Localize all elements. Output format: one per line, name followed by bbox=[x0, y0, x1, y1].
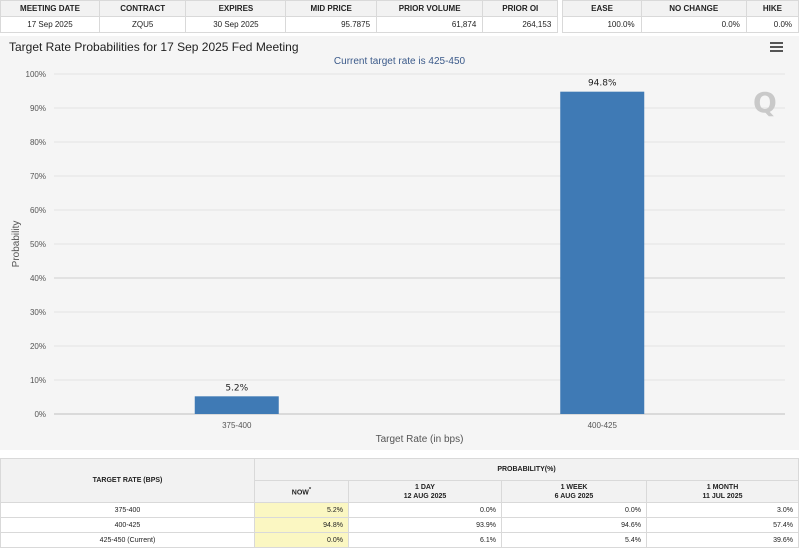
bar bbox=[560, 91, 645, 415]
cell-meeting-date: 17 Sep 2025 bbox=[0, 16, 100, 33]
cell-rate: 375-400 bbox=[0, 502, 255, 518]
header-now-label: NOW bbox=[291, 489, 309, 497]
header-1-day: 1 DAY 12 AUG 2025 bbox=[348, 480, 502, 503]
y-tick-label: 80% bbox=[30, 138, 46, 147]
header-1-week: 1 WEEK 6 AUG 2025 bbox=[501, 480, 647, 503]
header-hike: HIKE bbox=[745, 0, 799, 17]
header-contract: CONTRACT bbox=[98, 0, 187, 17]
table-gap bbox=[557, 0, 564, 17]
header-expires: EXPIRES bbox=[185, 0, 287, 17]
cell-no-change: 0.0% bbox=[640, 16, 747, 33]
cell-rate: 425-450 (Current) bbox=[0, 532, 255, 548]
header-1-month-label: 1 MONTH bbox=[706, 483, 739, 491]
cell-hike: 0.0% bbox=[745, 16, 799, 33]
table-row: 400-425 94.8% 93.9% 94.6% 57.4% bbox=[0, 517, 799, 533]
y-tick-label: 10% bbox=[30, 376, 46, 385]
header-prior-volume: PRIOR VOLUME bbox=[376, 0, 484, 17]
probability-subheader-row: NOW* 1 DAY 12 AUG 2025 1 WEEK 6 AUG 2025 1… bbox=[1, 480, 799, 503]
x-tick-label: 375-400 bbox=[222, 421, 252, 430]
chart-subtitle: Current target rate is 425-450 bbox=[333, 56, 466, 67]
probability-header-row: TARGET RATE (BPS) PROBABILITY(%) bbox=[0, 458, 799, 503]
header-ease: EASE bbox=[562, 0, 642, 17]
y-tick-label: 90% bbox=[30, 104, 46, 113]
header-mid-price: MID PRICE bbox=[285, 0, 378, 17]
table-row: 375-400 5.2% 0.0% 0.0% 3.0% bbox=[0, 502, 799, 518]
hamburger-menu-icon[interactable] bbox=[770, 42, 783, 53]
cell-1-day: 0.0% bbox=[348, 502, 502, 518]
y-tick-label: 30% bbox=[30, 308, 46, 317]
data-label: 94.8% bbox=[588, 79, 617, 89]
cell-rate: 400-425 bbox=[0, 517, 255, 533]
cell-1-month: 3.0% bbox=[646, 502, 799, 518]
x-tick-label: 400-425 bbox=[588, 421, 618, 430]
header-1-week-date: 6 AUG 2025 bbox=[554, 492, 594, 500]
cell-ease: 100.0% bbox=[562, 16, 642, 33]
header-1-day-label: 1 DAY bbox=[415, 483, 435, 491]
cell-expires: 30 Sep 2025 bbox=[185, 16, 287, 33]
header-no-change: NO CHANGE bbox=[640, 0, 747, 17]
header-1-week-label: 1 WEEK bbox=[560, 483, 588, 491]
cell-contract: ZQU5 bbox=[98, 16, 187, 33]
x-axis-title: Target Rate (in bps) bbox=[376, 434, 464, 445]
meeting-summary-header-row: MEETING DATE CONTRACT EXPIRES MID PRICE … bbox=[0, 0, 799, 17]
cell-now: 0.0% bbox=[254, 532, 349, 548]
cell-1-day: 6.1% bbox=[348, 532, 502, 548]
cell-prior-volume: 61,874 bbox=[376, 16, 484, 33]
y-tick-label: 40% bbox=[30, 274, 46, 283]
header-1-month-date: 11 JUL 2025 bbox=[702, 492, 743, 500]
chart-container: 0% 10% 20% 30% 40% 50% 60% 70% 80% 90% 100% 5.2% 375… bbox=[0, 36, 799, 450]
data-label: 5.2% bbox=[225, 383, 248, 393]
cell-1-month: 39.6% bbox=[646, 532, 799, 548]
table-row: 425-450 (Current) 0.0% 6.1% 5.4% 39.6% bbox=[0, 532, 799, 548]
cell-1-week: 5.4% bbox=[501, 532, 647, 548]
header-prior-oi: PRIOR OI bbox=[482, 0, 559, 17]
cell-1-week: 0.0% bbox=[501, 502, 647, 518]
y-tick-label: 70% bbox=[30, 172, 46, 181]
header-1-month: 1 MONTH 11 JUL 2025 bbox=[646, 480, 799, 503]
watermark-logo: Q bbox=[753, 86, 777, 119]
header-1-day-date: 12 AUG 2025 bbox=[403, 492, 447, 500]
header-now: NOW* bbox=[254, 480, 349, 503]
cell-prior-oi: 264,153 bbox=[482, 16, 559, 33]
cell-1-week: 94.6% bbox=[501, 517, 647, 533]
y-tick-label: 60% bbox=[30, 206, 46, 215]
header-target-rate: TARGET RATE (BPS) bbox=[0, 458, 255, 503]
table-gap bbox=[557, 16, 564, 33]
chart-title: Target Rate Probabilities for 17 Sep 202… bbox=[9, 40, 299, 54]
cell-now: 5.2% bbox=[254, 502, 349, 518]
y-axis-title: Probability bbox=[11, 221, 22, 268]
header-now-marker: * bbox=[308, 486, 312, 493]
cell-1-month: 57.4% bbox=[646, 517, 799, 533]
bar-chart: 0% 10% 20% 30% 40% 50% 60% 70% 80% 90% 100% 5.2% 375… bbox=[11, 70, 785, 445]
meeting-summary-row: 17 Sep 2025 ZQU5 30 Sep 2025 95.7875 61,… bbox=[0, 16, 799, 33]
header-meeting-date: MEETING DATE bbox=[0, 0, 100, 17]
probability-table: TARGET RATE (BPS) PROBABILITY(%) NOW* 1 … bbox=[0, 458, 799, 548]
cell-mid-price: 95.7875 bbox=[285, 16, 378, 33]
bar bbox=[194, 396, 279, 414]
cell-1-day: 93.9% bbox=[348, 517, 502, 533]
cell-now: 94.8% bbox=[254, 517, 349, 533]
y-tick-label: 50% bbox=[30, 240, 46, 249]
meeting-summary-table: MEETING DATE CONTRACT EXPIRES MID PRICE … bbox=[0, 0, 799, 33]
y-tick-label: 100% bbox=[26, 70, 46, 79]
header-probability: PROBABILITY(%) bbox=[254, 458, 799, 481]
y-tick-label: 0% bbox=[34, 410, 46, 419]
y-tick-label: 20% bbox=[30, 342, 46, 351]
